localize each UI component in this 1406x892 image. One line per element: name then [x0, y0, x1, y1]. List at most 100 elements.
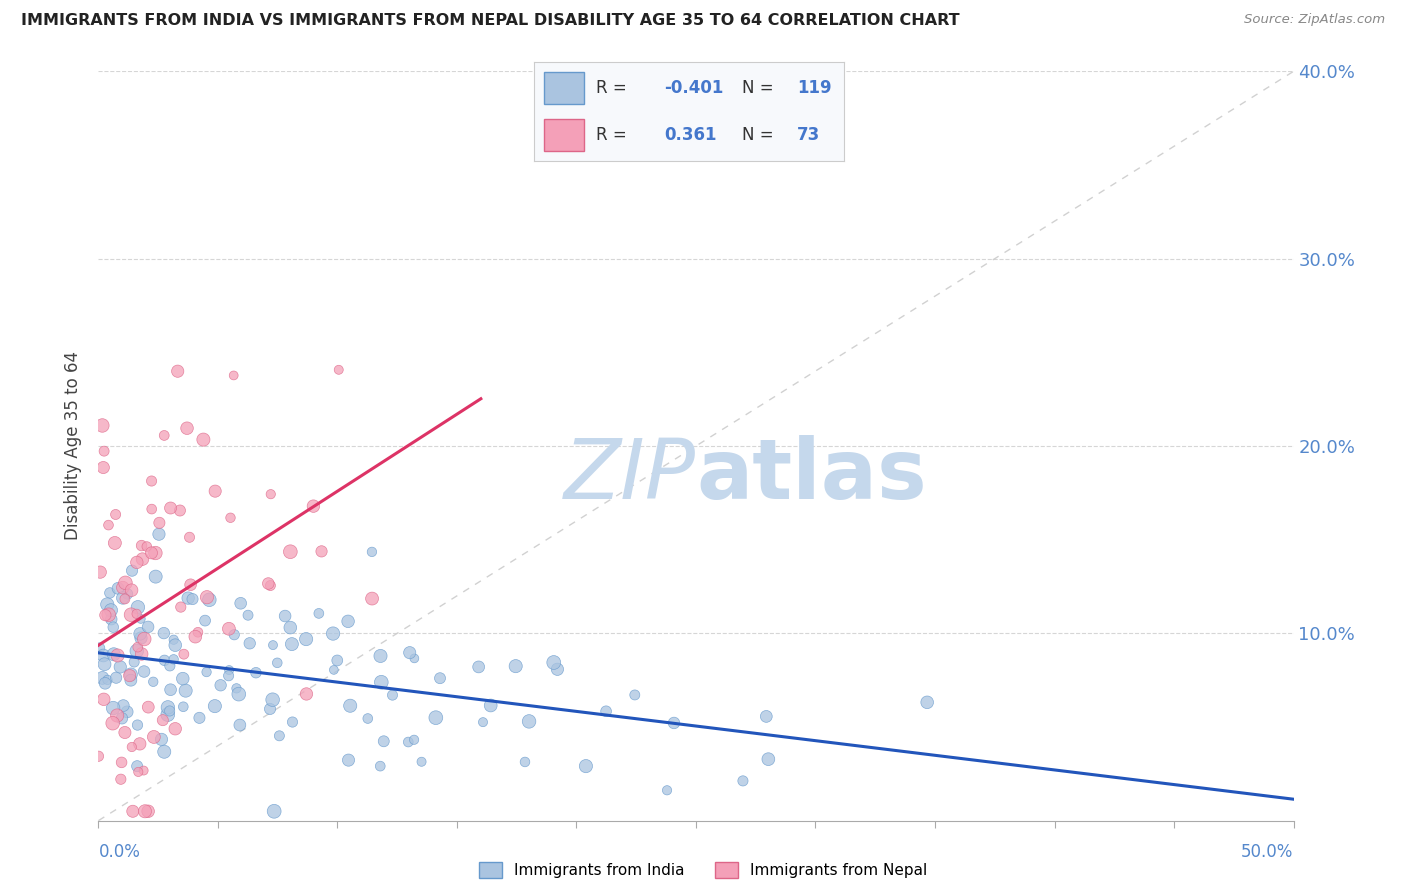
Point — [662, 715, 685, 730]
Text: ZIP: ZIP — [564, 435, 696, 516]
Point — [93, 657, 115, 672]
Point — [259, 578, 281, 592]
Point — [546, 662, 568, 676]
Point — [141, 546, 163, 560]
Point — [141, 502, 163, 516]
Point — [134, 805, 156, 819]
Point — [97, 607, 120, 622]
Text: 0.0%: 0.0% — [98, 843, 141, 861]
Point — [135, 540, 157, 554]
Point — [114, 725, 136, 739]
Point — [472, 715, 495, 730]
Point — [278, 621, 301, 635]
Point — [262, 638, 284, 652]
Point — [731, 773, 754, 788]
Point — [87, 749, 110, 764]
Point — [142, 674, 165, 689]
Point — [260, 487, 283, 501]
Point — [136, 805, 159, 819]
Point — [107, 648, 129, 663]
Point — [93, 444, 115, 458]
Point — [93, 648, 115, 663]
Point — [219, 510, 242, 524]
Point — [370, 648, 392, 663]
Point — [411, 755, 433, 769]
Point — [148, 516, 170, 530]
Point — [222, 368, 245, 383]
Point — [105, 671, 128, 685]
Point — [122, 655, 145, 669]
Point — [156, 700, 179, 714]
Text: -0.401: -0.401 — [664, 79, 724, 97]
Point — [150, 732, 173, 747]
Text: 50.0%: 50.0% — [1241, 843, 1294, 861]
Point — [148, 527, 170, 541]
Point — [575, 759, 598, 773]
Point — [370, 675, 392, 690]
Point — [129, 612, 152, 626]
Point — [361, 591, 384, 606]
Point — [125, 644, 148, 658]
Point — [755, 709, 778, 723]
Point — [373, 734, 395, 748]
Point — [145, 546, 167, 560]
Point — [517, 714, 540, 729]
Point — [111, 581, 134, 595]
Point — [281, 637, 304, 651]
Point — [96, 598, 118, 612]
Point — [132, 665, 155, 679]
Point — [127, 600, 149, 615]
Point — [229, 718, 252, 732]
Point — [153, 428, 176, 442]
Point — [159, 658, 181, 673]
Point — [125, 555, 148, 569]
Point — [111, 591, 134, 605]
Point — [381, 688, 404, 702]
Text: IMMIGRANTS FROM INDIA VS IMMIGRANTS FROM NEPAL DISABILITY AGE 35 TO 64 CORRELATI: IMMIGRANTS FROM INDIA VS IMMIGRANTS FROM… — [21, 13, 960, 29]
Point — [91, 671, 114, 685]
Point — [281, 714, 304, 729]
Point — [179, 530, 201, 544]
Point — [159, 704, 181, 718]
Point — [120, 673, 142, 688]
Point — [322, 626, 344, 640]
Point — [195, 665, 218, 679]
Point — [141, 474, 163, 488]
Text: R =: R = — [596, 126, 633, 144]
Point — [120, 607, 142, 622]
Point — [121, 805, 143, 819]
Point — [103, 620, 125, 634]
Point — [111, 711, 134, 725]
Point — [181, 592, 204, 607]
Point — [224, 628, 246, 642]
Point — [114, 592, 136, 607]
Point — [98, 586, 121, 600]
Point — [100, 612, 122, 626]
Point — [104, 508, 127, 522]
Point — [505, 659, 527, 673]
Point — [159, 682, 181, 697]
Point — [153, 626, 176, 640]
Point — [194, 614, 217, 628]
Point — [127, 759, 149, 773]
Point — [165, 722, 187, 736]
Point — [180, 578, 202, 592]
Point — [125, 607, 148, 621]
Point — [110, 772, 132, 787]
Point — [229, 596, 252, 610]
Point — [204, 484, 226, 499]
Point — [209, 678, 232, 692]
Point — [94, 676, 117, 690]
Text: N =: N = — [741, 79, 779, 97]
Point — [311, 544, 333, 558]
Point — [368, 759, 391, 773]
Point — [543, 656, 565, 670]
Text: 73: 73 — [797, 126, 821, 144]
Point — [132, 764, 155, 778]
Legend: Immigrants from India, Immigrants from Nepal: Immigrants from India, Immigrants from N… — [472, 856, 934, 884]
Point — [93, 692, 115, 706]
Point — [467, 660, 489, 674]
Point — [156, 707, 179, 722]
Text: 0.361: 0.361 — [664, 126, 717, 144]
FancyBboxPatch shape — [544, 120, 583, 151]
